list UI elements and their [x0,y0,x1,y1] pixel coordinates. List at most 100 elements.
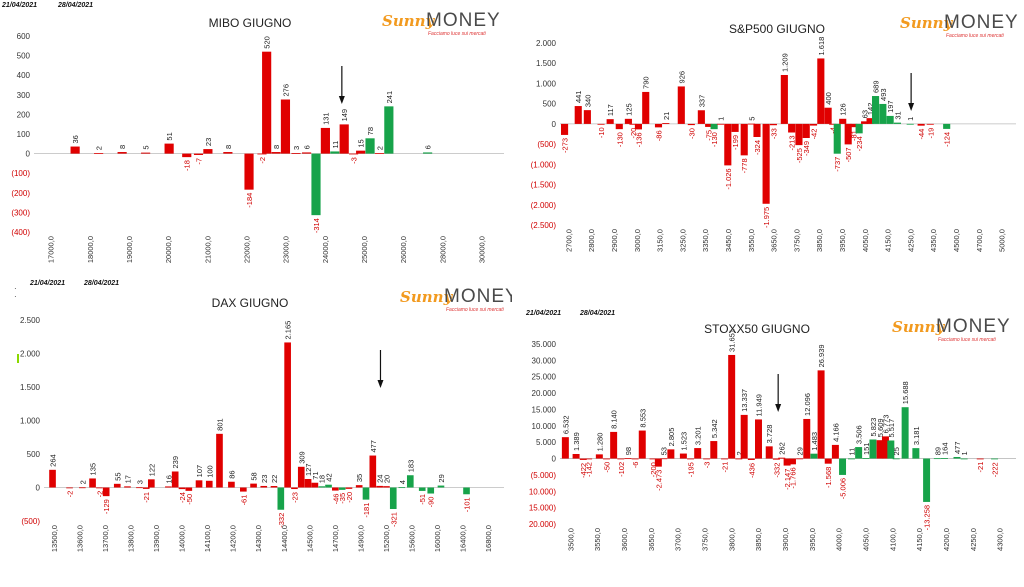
bar [142,487,150,489]
data-label: 262 [778,442,787,455]
y-tick-label: 0 [26,150,31,159]
data-label: -195 [687,462,696,477]
y-tick-label: (100) [11,169,30,178]
bar [136,487,143,489]
data-label: 6 [303,145,312,149]
bar [893,122,901,124]
date-left: 21/04/2021 [526,310,562,317]
y-tick-label: (2.500) [531,221,557,230]
data-label: 15.688 [901,381,910,404]
data-label: 6.532 [561,415,570,434]
bar [228,481,235,488]
data-label: 3.506 [855,425,864,444]
data-label: -46 [331,494,340,505]
y-tick-label: 100 [17,130,31,139]
x-tick-label: 26000,0 [399,236,408,263]
data-label: -19 [926,128,935,139]
data-label: 8 [272,145,281,149]
bar [943,123,951,129]
bar [203,149,213,154]
chart-panel-mibo: 21/04/2021 28/04/2021 MIBO GIUGNO Sunny M… [0,0,512,270]
data-label: 3 [292,146,301,150]
data-label: -101 [463,497,472,512]
bar [389,487,397,510]
x-tick-label: 2800,0 [587,229,596,252]
x-tick-label: 16400,0 [459,525,468,552]
data-label: 36 [71,135,80,143]
x-tick-label: 19000,0 [125,236,134,263]
data-label: 5.342 [710,419,719,438]
data-label: -436 [747,463,756,478]
bar [349,153,359,155]
bar [810,453,818,459]
bar [731,123,739,132]
bar [365,138,375,154]
bar [383,486,390,488]
bar [291,153,301,154]
bar [677,86,685,124]
x-tick-label: 14100,0 [203,525,212,552]
data-label: 309 [297,451,306,464]
bar [369,455,377,488]
data-label: 5.609 [876,418,885,437]
x-tick-label: 5000,0 [998,229,1007,252]
data-label: 151 [862,443,871,456]
data-label: -507 [844,147,853,162]
chart-svg: 600 500 400 300 200 100 0 (100) (200) (300) (400) 3… [11,32,504,263]
x-tick-label: 14300,0 [254,525,263,552]
x-tick-label: 20000,0 [164,236,173,263]
data-label: 1.280 [595,433,604,452]
data-label: -130 [710,132,719,147]
data-label: -184 [245,193,254,208]
data-label: 801 [215,418,224,431]
x-tick-label: 21000,0 [203,236,212,263]
data-label: -42 [810,129,819,140]
date-left: 21/04/2021 [2,2,38,9]
bar [277,487,285,510]
bar [855,123,863,134]
data-label: 337 [697,95,706,108]
bar [976,458,984,460]
arrow-head [775,404,782,412]
data-label: 6 [424,145,433,149]
bar [70,146,80,154]
x-tick-label: 4050,0 [861,229,870,252]
data-label: 3.181 [912,426,921,445]
bar [829,123,837,125]
bar [817,58,825,124]
data-label: 164 [940,442,949,455]
bar [595,454,603,459]
bar [297,466,305,488]
data-label: -20 [629,128,638,139]
data-label: 8 [118,145,127,149]
bar [796,458,804,460]
data-label: 340 [583,95,592,108]
data-label: 125 [624,103,633,116]
data-label: 441 [574,91,583,104]
data-label: 8 [224,145,233,149]
x-tick-label: 17000,0 [47,236,56,263]
bar [649,458,657,460]
bar [193,153,204,155]
bar [871,96,880,124]
data-label: 23 [204,138,213,146]
data-label: -222 [991,462,1000,477]
y-tick-label: (400) [11,228,30,237]
data-label: 790 [642,76,651,89]
data-label: 18 [318,475,327,483]
data-label: 8.140 [610,410,619,429]
x-tick-label: 22000,0 [242,236,251,263]
bar [338,487,346,490]
data-label: -2 [66,491,75,498]
data-label: 1.483 [810,432,819,451]
bar [694,448,702,459]
bar [325,484,332,488]
data-label: 23 [260,475,269,483]
y-tick-label: 10.000 [532,422,557,431]
x-tick-label: 14200,0 [229,525,238,552]
x-tick-label: 30000,0 [477,236,486,263]
data-label: 58 [250,472,259,480]
bar [318,486,326,488]
x-tick-label: 14900,0 [356,525,365,552]
y-tick-label: 0 [552,120,557,129]
